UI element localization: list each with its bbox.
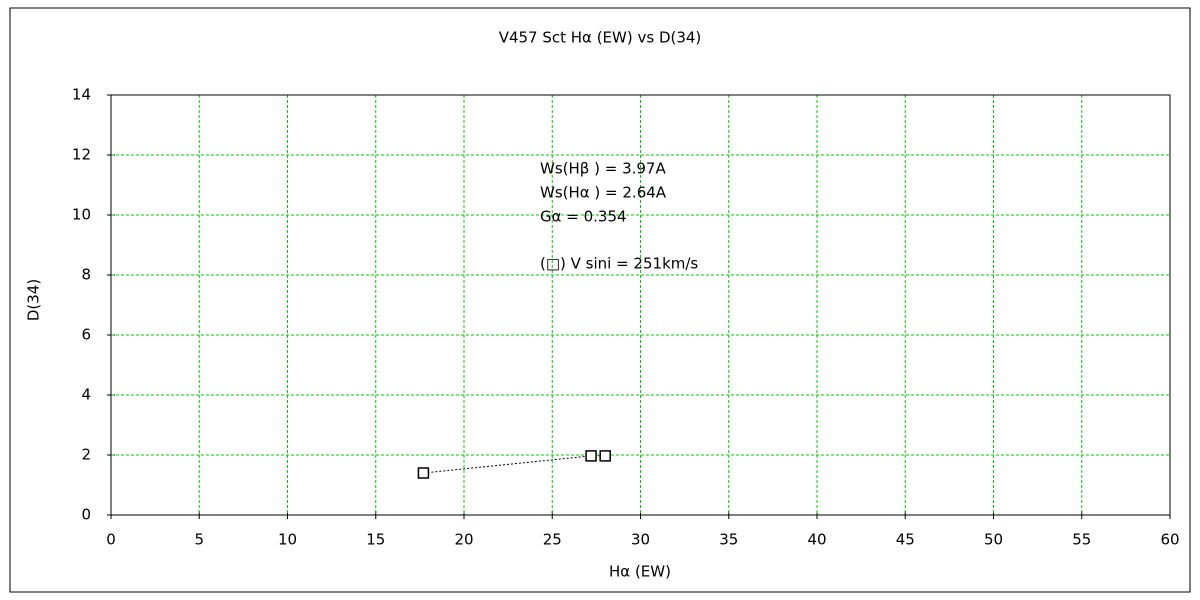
y-tick-label: 14 — [72, 86, 91, 104]
x-tick-label: 60 — [1160, 531, 1179, 549]
annotation: Gα = 0.354 — [540, 208, 627, 226]
data-point — [599, 450, 611, 462]
annotation: (□) V sini = 251km/s — [540, 255, 698, 273]
y-tick-label: 6 — [81, 326, 91, 344]
y-tick-label: 8 — [81, 266, 91, 284]
x-tick-label: 5 — [194, 531, 204, 549]
data-point — [417, 467, 430, 479]
x-tick-label: 40 — [807, 531, 826, 549]
y-axis-label: D(34) — [25, 279, 43, 321]
x-axis-label: Hα (EW) — [609, 563, 671, 581]
chart-frame — [9, 7, 1191, 593]
y-tick-label: 0 — [81, 506, 91, 524]
annotation: Ws(Hα ) = 2.64A — [540, 184, 667, 202]
y-tick-label: 12 — [72, 146, 91, 164]
x-tick-label: 15 — [366, 531, 385, 549]
data-point — [585, 450, 597, 462]
x-tick-label: 35 — [719, 531, 738, 549]
annotation: Ws(Hβ ) = 3.97A — [540, 160, 666, 178]
x-tick-label: 55 — [1072, 531, 1091, 549]
y-tick-label: 4 — [81, 386, 91, 404]
y-tick-label: 10 — [72, 206, 91, 224]
chart-title: V457 Sct Hα (EW) vs D(34) — [499, 29, 702, 47]
y-tick-label: 2 — [81, 446, 91, 464]
x-tick-label: 0 — [106, 531, 116, 549]
x-tick-label: 30 — [631, 531, 650, 549]
x-tick-label: 50 — [984, 531, 1003, 549]
x-tick-label: 10 — [278, 531, 297, 549]
x-tick-label: 25 — [543, 531, 562, 549]
x-tick-label: 45 — [896, 531, 915, 549]
x-tick-label: 20 — [454, 531, 473, 549]
plot-area — [110, 94, 1171, 516]
